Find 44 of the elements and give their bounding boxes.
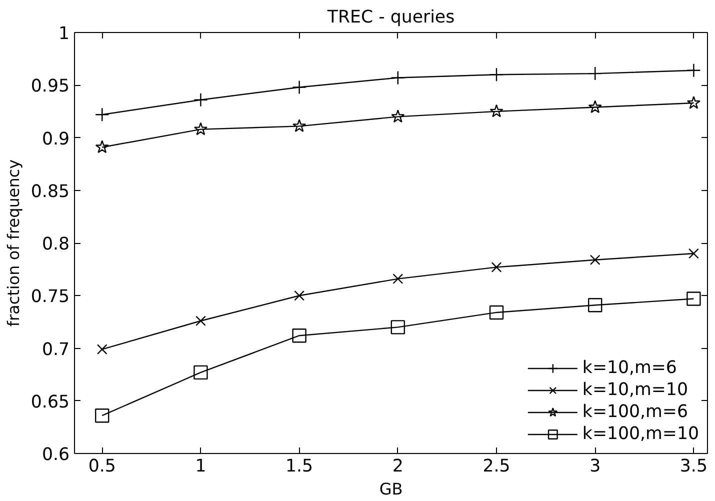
y-tick-label: 0.7 (42, 340, 70, 360)
y-tick-label: 0.95 (30, 76, 70, 97)
point (490, 104, 504, 118)
point (686, 292, 701, 306)
y-tick-label: 0.65 (30, 392, 70, 412)
y-tick-label: 1 (58, 24, 70, 44)
point (194, 365, 208, 380)
legend-label: k=10,m=10 (582, 379, 688, 401)
x-tick-label: 1 (195, 456, 206, 476)
x-tick-label: 1.5 (286, 456, 314, 476)
point (196, 316, 206, 326)
point (688, 248, 699, 259)
point (96, 344, 108, 354)
chart-title: TREC - queries (326, 8, 455, 28)
point (95, 140, 109, 154)
y-tick-label: 0.9 (42, 129, 70, 150)
point (194, 122, 208, 136)
point (391, 110, 405, 123)
point (392, 274, 404, 284)
point (292, 328, 306, 343)
point (292, 119, 306, 132)
y-tick-label: 0.8 (42, 234, 70, 254)
point (686, 96, 700, 109)
x-tick-label: 2 (392, 456, 404, 476)
point (390, 320, 405, 334)
x-tick-label: 0.5 (88, 456, 116, 476)
y-tick-label: 0.85 (30, 182, 70, 202)
point (491, 262, 502, 272)
point (294, 290, 304, 301)
point (588, 298, 602, 312)
y-tick-label: 0.6 (42, 445, 70, 465)
legend-label: k=100,m=6 (582, 401, 688, 423)
legend-label: k=100,m=10 (582, 423, 699, 445)
y-axis-title: fraction of frequency (4, 159, 23, 327)
point (588, 100, 602, 114)
x-tick-label: 3 (590, 456, 601, 476)
point (95, 408, 110, 423)
point (489, 305, 504, 320)
x-tick-label: 2.5 (482, 456, 510, 476)
x-axis-title: GB (379, 480, 403, 498)
legend-label: k=10,m=6 (582, 357, 677, 379)
x-tick-label: 3.5 (680, 456, 708, 476)
point (590, 254, 600, 266)
y-tick-label: 0.75 (30, 287, 70, 308)
